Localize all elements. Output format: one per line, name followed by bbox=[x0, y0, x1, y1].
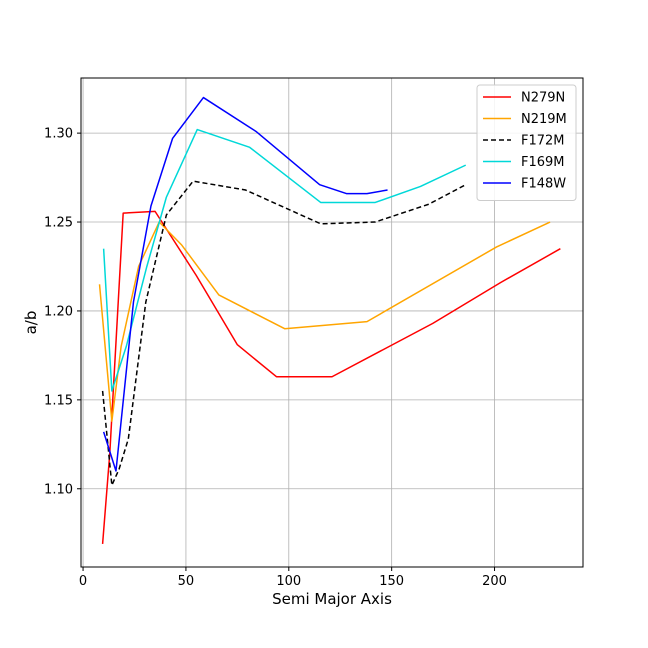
x-tick-label: 50 bbox=[178, 574, 195, 589]
y-tick-label: 1.20 bbox=[44, 304, 73, 319]
series-line-n279n bbox=[101, 210, 561, 544]
x-axis-label: Semi Major Axis bbox=[272, 590, 392, 608]
y-tick-label: 1.10 bbox=[44, 482, 73, 497]
legend-label-n219m: N219M bbox=[521, 112, 567, 127]
x-tick-label: 200 bbox=[482, 574, 507, 589]
series-line-f172m bbox=[101, 180, 467, 486]
x-tick-label: 100 bbox=[276, 574, 301, 589]
plot-lines bbox=[98, 96, 561, 544]
legend-label-f169m: F169M bbox=[521, 155, 565, 170]
legend-label-n279n: N279N bbox=[521, 91, 565, 106]
y-tick-label: 1.30 bbox=[44, 127, 73, 142]
legend-box bbox=[476, 84, 577, 201]
series-line-f148w bbox=[102, 96, 388, 472]
y-tick-label: 1.25 bbox=[44, 216, 73, 231]
legend-label-f172m: F172M bbox=[521, 134, 565, 149]
legend: N279N N219M F172M F169M F148W bbox=[476, 84, 577, 201]
plot-frame bbox=[80, 77, 584, 568]
x-tick-label: 0 bbox=[79, 574, 87, 589]
axis-ticks: 0 50 100 150 200 1.10 1.15 1.20 1.25 1.30 bbox=[44, 127, 507, 589]
series-line-f169m bbox=[102, 128, 467, 392]
legend-label-f148w: F148W bbox=[521, 177, 566, 192]
y-axis-label: a/b bbox=[22, 311, 40, 335]
y-tick-label: 1.15 bbox=[44, 393, 73, 408]
x-tick-label: 150 bbox=[379, 574, 404, 589]
